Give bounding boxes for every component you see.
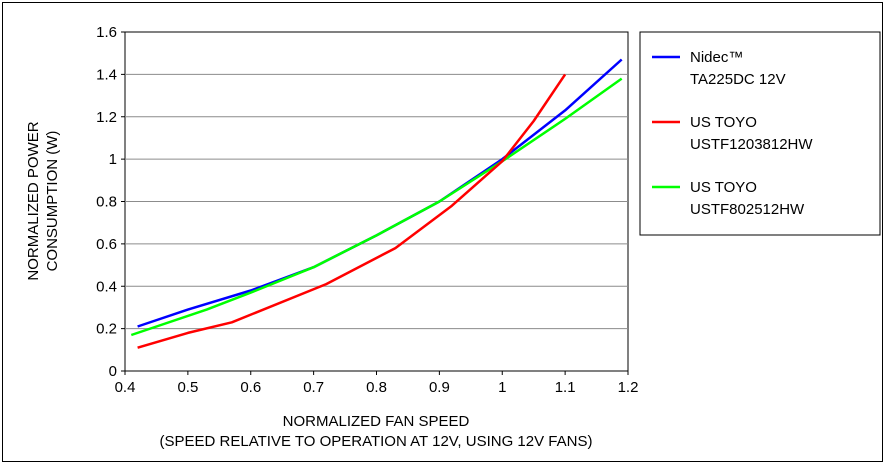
y-axis-title-line1: NORMALIZED POWER (25, 121, 42, 280)
x-tick-label: 1.2 (618, 379, 639, 396)
x-tick-label: 0.6 (240, 379, 261, 396)
x-axis-subtitle: (SPEED RELATIVE TO OPERATION AT 12V, USI… (160, 433, 593, 450)
x-tick-label: 0.5 (177, 379, 198, 396)
y-tick-label: 0.6 (96, 236, 117, 253)
y-tick-label: 1 (109, 151, 117, 168)
legend-label: US TOYO (690, 114, 757, 131)
y-tick-labels: 0 0.2 0.4 0.6 0.8 1 1.2 1.4 1.6 (96, 24, 117, 380)
y-axis-title-line2: CONSUMPTION (W) (44, 131, 61, 272)
x-tick-label: 1.1 (555, 379, 576, 396)
x-tick-label: 0.9 (429, 379, 450, 396)
x-tick-label: 0.4 (115, 379, 136, 396)
legend-label: TA225DC 12V (690, 71, 786, 88)
y-tick-label: 0.4 (96, 278, 117, 295)
series-line-3 (130, 77, 623, 337)
x-tick-label: 0.7 (303, 379, 324, 396)
y-tick-label: 1.6 (96, 24, 117, 41)
y-axis-title: NORMALIZED POWER CONSUMPTION (W) (25, 121, 61, 280)
y-tick-label: 0 (109, 363, 117, 380)
y-tick-label: 1.2 (96, 109, 117, 126)
legend-label: Nidec™ (690, 49, 743, 66)
legend-label: USTF802512HW (690, 201, 805, 218)
series-line-2 (137, 73, 567, 349)
x-tick-labels: 0.4 0.5 0.6 0.7 0.8 0.9 1 1.1 1.2 (115, 379, 639, 396)
x-axis-title: NORMALIZED FAN SPEED (283, 413, 470, 430)
series-lines (130, 58, 623, 349)
legend-label: US TOYO (690, 179, 757, 196)
legend-label: USTF1203812HW (690, 136, 813, 153)
grid-lines (121, 31, 629, 375)
x-tick-label: 1 (498, 379, 506, 396)
x-tick-label: 0.8 (366, 379, 387, 396)
y-tick-label: 0.8 (96, 194, 117, 211)
y-tick-label: 1.4 (96, 66, 117, 83)
y-tick-label: 0.2 (96, 321, 117, 338)
legend-box (639, 31, 881, 236)
legend: Nidec™ TA225DC 12V US TOYO USTF1203812HW US … (652, 49, 813, 218)
